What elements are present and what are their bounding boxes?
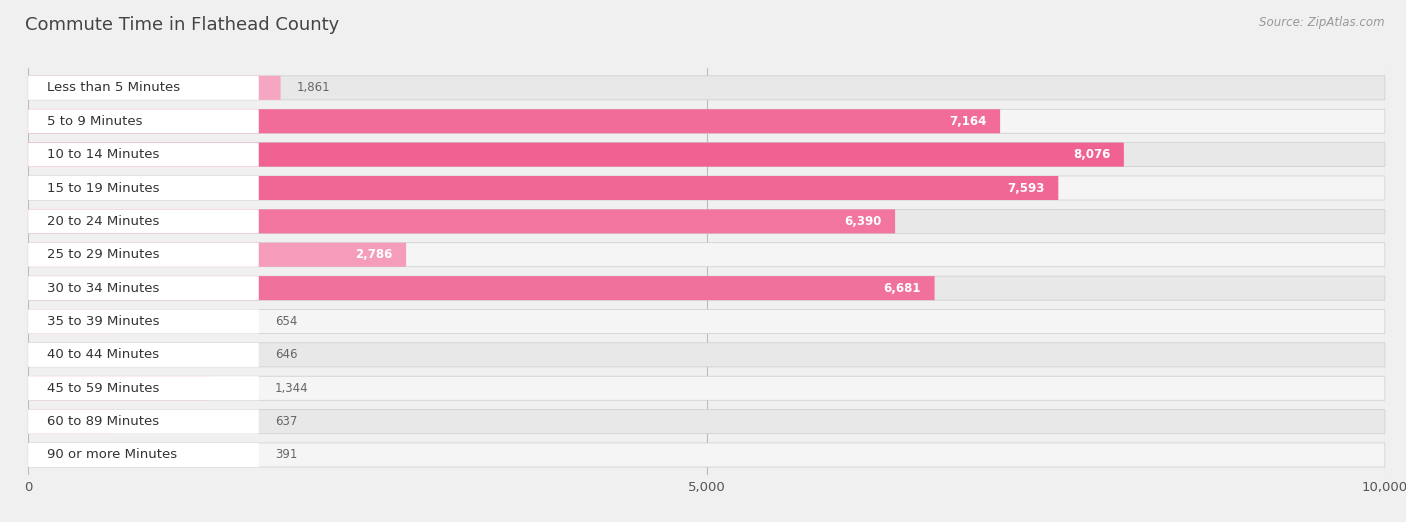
- FancyBboxPatch shape: [28, 343, 259, 367]
- FancyBboxPatch shape: [28, 343, 1385, 367]
- FancyBboxPatch shape: [28, 443, 1385, 467]
- FancyBboxPatch shape: [28, 209, 1385, 233]
- Text: 35 to 39 Minutes: 35 to 39 Minutes: [46, 315, 159, 328]
- FancyBboxPatch shape: [28, 343, 115, 367]
- Text: 25 to 29 Minutes: 25 to 29 Minutes: [46, 248, 159, 261]
- Text: 15 to 19 Minutes: 15 to 19 Minutes: [46, 182, 159, 195]
- Text: 20 to 24 Minutes: 20 to 24 Minutes: [46, 215, 159, 228]
- FancyBboxPatch shape: [28, 209, 259, 233]
- Text: 7,593: 7,593: [1007, 182, 1045, 195]
- FancyBboxPatch shape: [28, 310, 117, 334]
- FancyBboxPatch shape: [28, 109, 259, 133]
- Text: 2,786: 2,786: [356, 248, 392, 261]
- Text: Source: ZipAtlas.com: Source: ZipAtlas.com: [1260, 16, 1385, 29]
- Text: 60 to 89 Minutes: 60 to 89 Minutes: [46, 415, 159, 428]
- Text: 646: 646: [276, 348, 298, 361]
- FancyBboxPatch shape: [28, 209, 896, 233]
- Text: Less than 5 Minutes: Less than 5 Minutes: [46, 81, 180, 94]
- Text: 8,076: 8,076: [1073, 148, 1111, 161]
- FancyBboxPatch shape: [28, 276, 935, 300]
- Text: 30 to 34 Minutes: 30 to 34 Minutes: [46, 282, 159, 294]
- FancyBboxPatch shape: [28, 443, 259, 467]
- FancyBboxPatch shape: [28, 376, 259, 400]
- FancyBboxPatch shape: [28, 276, 259, 300]
- FancyBboxPatch shape: [28, 76, 259, 100]
- FancyBboxPatch shape: [28, 443, 82, 467]
- FancyBboxPatch shape: [28, 276, 1385, 300]
- FancyBboxPatch shape: [28, 143, 1385, 167]
- Text: 10 to 14 Minutes: 10 to 14 Minutes: [46, 148, 159, 161]
- FancyBboxPatch shape: [28, 410, 259, 434]
- FancyBboxPatch shape: [28, 410, 1385, 434]
- FancyBboxPatch shape: [28, 143, 259, 167]
- Text: 6,390: 6,390: [844, 215, 882, 228]
- FancyBboxPatch shape: [28, 76, 1385, 100]
- FancyBboxPatch shape: [28, 243, 406, 267]
- FancyBboxPatch shape: [28, 243, 1385, 267]
- Text: 637: 637: [276, 415, 298, 428]
- Text: 40 to 44 Minutes: 40 to 44 Minutes: [46, 348, 159, 361]
- FancyBboxPatch shape: [28, 76, 281, 100]
- FancyBboxPatch shape: [28, 176, 1385, 200]
- Text: 5 to 9 Minutes: 5 to 9 Minutes: [46, 115, 142, 128]
- FancyBboxPatch shape: [28, 310, 259, 334]
- FancyBboxPatch shape: [28, 376, 211, 400]
- FancyBboxPatch shape: [28, 109, 1000, 133]
- FancyBboxPatch shape: [28, 109, 1385, 133]
- Text: 1,344: 1,344: [276, 382, 309, 395]
- Text: 45 to 59 Minutes: 45 to 59 Minutes: [46, 382, 159, 395]
- FancyBboxPatch shape: [28, 143, 1123, 167]
- Text: 1,861: 1,861: [297, 81, 330, 94]
- Text: Commute Time in Flathead County: Commute Time in Flathead County: [25, 16, 340, 33]
- Text: 654: 654: [276, 315, 298, 328]
- Text: 6,681: 6,681: [883, 282, 921, 294]
- FancyBboxPatch shape: [28, 176, 1059, 200]
- Text: 90 or more Minutes: 90 or more Minutes: [46, 448, 177, 461]
- FancyBboxPatch shape: [28, 243, 259, 267]
- FancyBboxPatch shape: [28, 410, 114, 434]
- Text: 7,164: 7,164: [949, 115, 987, 128]
- Text: 391: 391: [276, 448, 298, 461]
- FancyBboxPatch shape: [28, 176, 259, 200]
- FancyBboxPatch shape: [28, 376, 1385, 400]
- FancyBboxPatch shape: [28, 310, 1385, 334]
